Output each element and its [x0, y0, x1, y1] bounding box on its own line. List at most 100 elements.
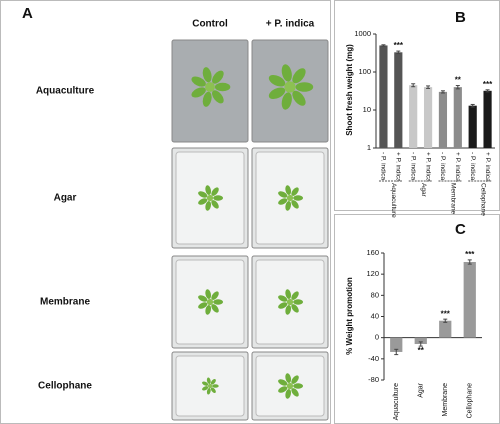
- bar: [394, 52, 403, 148]
- leaf: [278, 191, 288, 198]
- leaf: [212, 90, 224, 104]
- leaf: [198, 302, 208, 309]
- leaf: [214, 82, 231, 92]
- bar: [438, 91, 448, 148]
- x-tick-label: - P. indica: [439, 152, 446, 180]
- x-tick-label: Membrane: [442, 383, 449, 417]
- leaf: [205, 201, 212, 211]
- leaf: [293, 299, 304, 305]
- leaf: [202, 91, 212, 107]
- y-tick-label: 80: [371, 290, 379, 299]
- leaf: [285, 389, 292, 399]
- significance: **: [455, 76, 462, 85]
- leaf: [281, 92, 292, 110]
- leaf: [198, 191, 208, 198]
- bar: [414, 337, 427, 345]
- group-label: Agar: [420, 183, 427, 198]
- bar: [379, 45, 388, 148]
- significance: ***: [465, 250, 475, 259]
- leaf: [285, 201, 292, 211]
- leaf: [210, 387, 216, 394]
- bar: [409, 85, 418, 148]
- leaf: [278, 386, 288, 393]
- panel-label: C: [455, 221, 466, 238]
- leaf: [210, 378, 216, 385]
- x-tick-label: Agar: [418, 382, 425, 397]
- leaf: [295, 82, 314, 92]
- leaf: [211, 304, 219, 313]
- x-tick-label: - P. indica: [380, 152, 387, 180]
- leaf: [205, 289, 212, 299]
- leaf: [205, 305, 212, 315]
- leaf: [292, 90, 306, 106]
- leaf-center: [207, 383, 213, 389]
- leaf: [281, 64, 292, 82]
- leaf: [205, 185, 212, 195]
- panel-label: A: [22, 5, 33, 22]
- significance: **: [418, 346, 425, 355]
- leaf: [268, 87, 286, 100]
- y-axis-label: Shoot fresh weight (mg): [345, 44, 354, 136]
- y-tick-label: 160: [366, 248, 379, 257]
- x-tick-label: - P. indica: [469, 152, 476, 180]
- y-tick-label: 1: [367, 143, 371, 152]
- y-tick-label: -40: [368, 354, 379, 363]
- leaf: [293, 383, 304, 389]
- column-header: + P. indica: [266, 19, 315, 30]
- y-tick-label: -80: [368, 375, 379, 384]
- leaf: [202, 67, 212, 83]
- y-axis-label: % Weight promotion: [345, 277, 354, 355]
- group-label: Membrane: [450, 183, 457, 214]
- bar: [423, 87, 433, 148]
- leaf: [278, 198, 288, 205]
- leaf: [291, 187, 299, 196]
- bar: [468, 105, 477, 148]
- leaf: [285, 185, 292, 195]
- y-tick-label: 120: [366, 269, 379, 278]
- leaf-center: [206, 298, 214, 306]
- y-tick-label: 100: [358, 67, 371, 76]
- leaf: [211, 200, 219, 209]
- row-label: Cellophane: [38, 381, 92, 392]
- leaf: [206, 388, 211, 395]
- leaf: [285, 373, 292, 383]
- column-header: Control: [192, 19, 228, 30]
- y-tick-label: 10: [363, 105, 371, 114]
- bar: [439, 320, 452, 338]
- x-tick-label: Aquaculture: [393, 383, 400, 420]
- leaf: [202, 386, 209, 391]
- leaf: [213, 299, 224, 305]
- leaf: [191, 87, 206, 98]
- leaf-center: [286, 194, 294, 202]
- leaf: [211, 291, 219, 300]
- leaf: [213, 195, 224, 201]
- significance: ***: [441, 309, 451, 318]
- significance: ***: [394, 41, 404, 50]
- bar: [453, 87, 462, 148]
- leaf-center: [284, 81, 296, 93]
- leaf: [291, 291, 299, 300]
- leaf: [291, 388, 299, 397]
- bar: [390, 337, 403, 352]
- y-tick-label: 40: [371, 311, 379, 320]
- leaf-center: [286, 382, 294, 390]
- panel-label: B: [455, 9, 466, 26]
- row-label: Aquaculture: [36, 86, 95, 97]
- leaf: [291, 304, 299, 313]
- leaf-center: [206, 194, 214, 202]
- leaf: [206, 377, 211, 384]
- bar: [483, 90, 492, 148]
- leaf: [278, 379, 288, 386]
- x-tick-label: + P. indica: [395, 152, 402, 182]
- group-label: Cellophane: [479, 183, 486, 216]
- row-label: Agar: [54, 193, 77, 204]
- row-label: Membrane: [40, 297, 90, 308]
- leaf: [278, 295, 288, 302]
- bar: [463, 261, 476, 338]
- group-label: Aquaculture: [390, 183, 397, 218]
- x-tick-label: + P. indica: [484, 152, 491, 182]
- leaf: [212, 384, 219, 388]
- leaf: [212, 70, 224, 84]
- x-tick-label: Cellophane: [467, 383, 474, 419]
- leaf: [293, 195, 304, 201]
